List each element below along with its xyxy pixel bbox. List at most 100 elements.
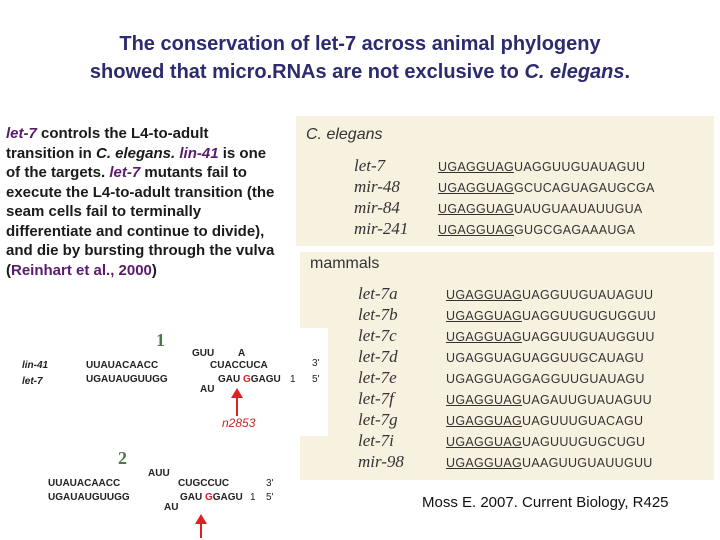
gene-label-lin41: lin-41 (22, 360, 49, 371)
seq-name: let-7f (358, 389, 394, 408)
seq-name: let-7e (358, 368, 397, 387)
five-prime-label: 5' (312, 374, 320, 385)
seq-rest: UAGUUUGUGCUGU (522, 435, 646, 449)
nucleotide-1: 1 (250, 492, 256, 503)
celegans-panel: C. elegans let-7 UGAGGUAGUAGGUUGUAUAGUU … (296, 116, 714, 246)
seq-rest: UGAGGUAGUAGGUUGCAUAGU (446, 351, 644, 365)
seq-rest: UGAGGUAGGAGGUUGUAUAGU (446, 372, 645, 386)
seed-region: UGAGGUAG (446, 393, 523, 407)
seq-name: mir-48 (354, 177, 400, 196)
seq-value: UGAGGUAGUAGGUUGCAUAGU (446, 351, 644, 365)
seq-name: let-7b (358, 305, 398, 324)
mirna-part-a: GAU (180, 492, 205, 503)
seq-rest: UAAGUUGUAUUGUU (522, 456, 653, 470)
seed-region: UGAGGUAG (446, 330, 523, 344)
seq-name: let-7d (358, 347, 398, 366)
seed-region: UGAGGUAG (438, 202, 515, 216)
species-name: C. elegans. (96, 144, 176, 162)
seed-region: UGAGGUAG (438, 181, 515, 195)
seed-region: UGAGGUAG (446, 435, 523, 449)
loop-top: GUU (192, 348, 215, 359)
seq-value: UGAGGUAGGAGGUUGUAUAGU (446, 372, 645, 386)
citation-footer: Moss E. 2007. Current Biology, R425 (422, 494, 669, 511)
seed-region: UGAGGUAG (446, 288, 523, 302)
bulge-a: A (238, 348, 246, 359)
seq-value: UGAGGUAGUAAGUUGUAUUGUU (446, 456, 653, 470)
mutated-base: G (205, 492, 213, 503)
seq-value: UGAGGUAGUAGGUUGUAUAGUU (446, 288, 653, 302)
title-line-2: showed that micro.RNAs are not exclusive… (0, 58, 720, 86)
five-prime-label: 5' (266, 492, 274, 503)
mutant-allele-label: n2853 (222, 416, 256, 430)
seq-value: UGAGGUAGGUGCGAGAAAUGA (438, 223, 635, 237)
binding-site-2: 2 AUU UUAUACAACC CUGCCUC 3' UGAUAUGUUGG … (14, 446, 294, 538)
seq-name: let-7c (358, 326, 397, 345)
loop-top: AUU (148, 468, 170, 479)
mirna-part-b: GAGU (212, 492, 243, 503)
seed-region: UGAGGUAG (438, 223, 515, 237)
seq-name: let-7 (354, 156, 386, 175)
seq-rest: UAGUUUGUACAGU (522, 414, 644, 428)
seed-region: UGAGGUAG (446, 309, 523, 323)
para-text-3: mutants fail to execute the L4-to-adult … (6, 164, 275, 279)
celegans-heading: C. elegans (306, 126, 383, 143)
title-period: . (624, 61, 631, 83)
nucleotide-1: 1 (290, 374, 296, 385)
seq-rest: UAGGUUGUAUAGUU (514, 160, 646, 174)
target-seq-left: UUAUACAACC (86, 360, 159, 371)
mirna-seq-right: GAU GGAGU (180, 492, 243, 503)
mirna-seq-left: UGAUAUGUUGG (86, 374, 168, 385)
para-text-4: ) (151, 261, 157, 279)
binding-site-1: 1 lin-41 let-7 GUU A UUAUACAACC CUACCUCA… (14, 328, 328, 436)
seq-rest: UAGGUUGUAUGGUU (522, 330, 655, 344)
three-prime-label: 3' (312, 358, 320, 369)
target-seq-right: CUGCCUC (178, 478, 230, 489)
seq-value: UGAGGUAGUAGUUUGUGCUGU (446, 435, 645, 449)
citation-link[interactable]: Reinhart et al., 2000 (11, 261, 152, 279)
seq-name: mir-241 (354, 219, 409, 238)
seq-rest: GUGCGAGAAAUGA (514, 223, 636, 237)
seq-name: mir-84 (354, 198, 400, 217)
seed-region: UGAGGUAG (446, 456, 523, 470)
mammals-panel: mammals let-7a UGAGGUAGUAGGUUGUAUAGUU le… (300, 252, 714, 480)
seq-value: UGAGGUAGUAGAUUGUAUAGUU (446, 393, 652, 407)
slide-title: The conservation of let-7 across animal … (0, 30, 720, 86)
seq-rest: UAGGUUGUGUGGUU (522, 309, 657, 323)
seq-rest: UAUGUAAUAUUGUA (514, 202, 643, 216)
mutated-base: G (243, 374, 251, 385)
para-text-2: is one of the targets. (6, 144, 267, 182)
seq-value: UGAGGUAGUAGUUUGUACAGU (446, 414, 643, 428)
target-seq-left: UUAUACAACC (48, 478, 121, 489)
seq-value: UGAGGUAGUAUGUAAUAUUGUA (438, 202, 643, 216)
title-line-2-text: showed that micro.RNAs are not exclusive… (89, 61, 525, 83)
mutation-arrow-icon (195, 514, 207, 538)
mirna-part-a: GAU (218, 374, 243, 385)
loop-bottom: AU (200, 384, 215, 395)
seed-region: UGAGGUAG (438, 160, 515, 174)
seq-name: let-7i (358, 431, 394, 450)
gene-lin41: lin-41 (179, 144, 219, 162)
title-line-1: The conservation of let-7 across animal … (119, 33, 601, 55)
seed-region: UGAGGUAG (446, 414, 523, 428)
seq-rest: GCUCAGUAGAUGCGA (514, 181, 655, 195)
seq-value: UGAGGUAGGCUCAGUAGAUGCGA (438, 181, 655, 195)
site-number: 1 (156, 330, 165, 350)
mirna-part-b: GAGU (250, 374, 281, 385)
seq-name: mir-98 (358, 452, 404, 471)
gene-let7-2: let-7 (109, 164, 141, 181)
mirna-seq-right: GAU GGAGU (218, 374, 281, 385)
seq-value: UGAGGUAGUAGGUUGUAUAGUU (438, 160, 645, 174)
para-text-1: controls the L4-to-adult transition in (6, 125, 209, 162)
seq-value: UGAGGUAGUAGGUUGUAUGGUU (446, 330, 655, 344)
seq-rest: UAGGUUGUAUAGUU (522, 288, 654, 302)
site-number: 2 (118, 448, 127, 468)
gene-label-let7: let-7 (22, 376, 43, 387)
title-species: C. elegans (524, 61, 625, 83)
mirna-seq-left: UGAUAUGUUGG (48, 492, 130, 503)
seq-rest: UAGAUUGUAUAGUU (522, 393, 652, 407)
mammals-heading: mammals (310, 255, 380, 272)
description-paragraph: let-7 controls the L4-to-adult transitio… (6, 124, 276, 280)
mutation-arrow-icon (231, 388, 243, 416)
seq-value: UGAGGUAGUAGGUUGUGUGGUU (446, 309, 656, 323)
three-prime-label: 3' (266, 478, 274, 489)
